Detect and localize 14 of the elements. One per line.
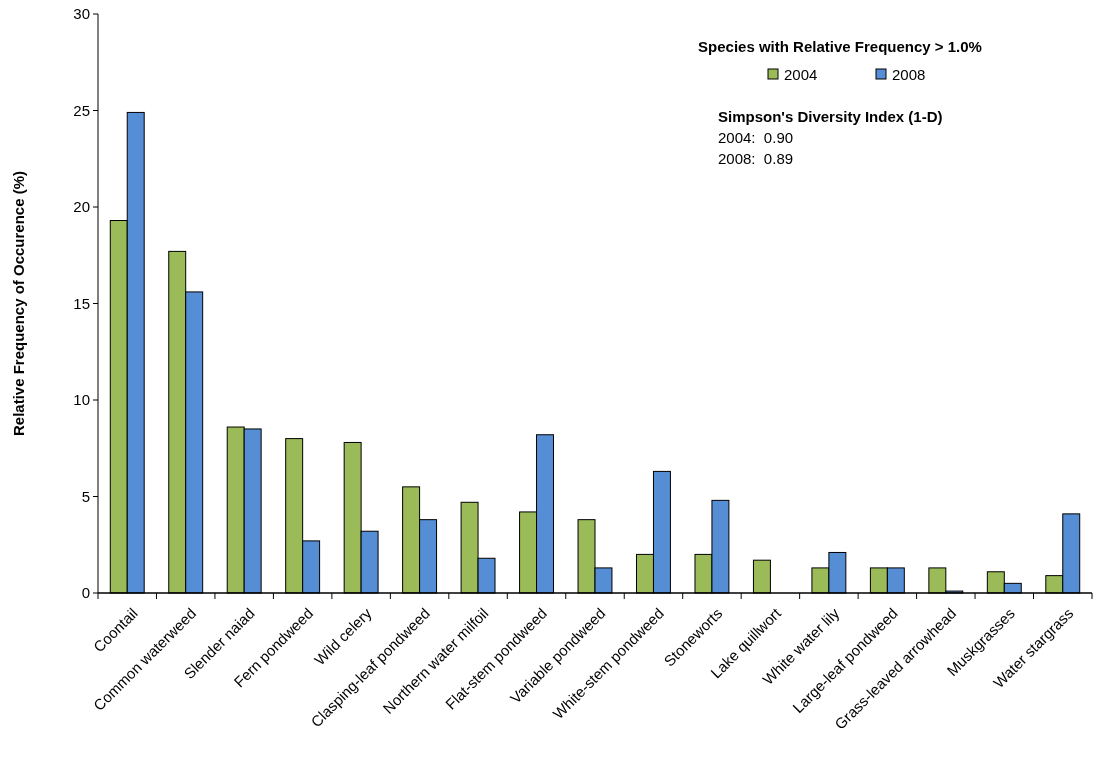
y-tick-label: 25 <box>73 101 90 119</box>
legend-label: 2008 <box>892 66 926 83</box>
y-tick-label: 30 <box>73 5 90 23</box>
y-tick-label: 20 <box>73 198 90 216</box>
legend-label: 2004 <box>784 66 818 83</box>
y-tick-label: 5 <box>81 487 90 505</box>
legend-title: Species with Relative Frequency > 1.0% <box>698 38 982 55</box>
annotation: 2004: 0.90 <box>718 129 794 146</box>
y-tick-label: 10 <box>73 391 90 409</box>
y-tick-label: 15 <box>73 294 90 312</box>
annotation: 2008: 0.89 <box>718 150 794 167</box>
y-axis-title: Relative Frequency of Occurence (%) <box>10 170 27 437</box>
annotation: Simpson's Diversity Index (1-D) <box>718 108 943 125</box>
y-tick-label: 0 <box>81 584 90 602</box>
